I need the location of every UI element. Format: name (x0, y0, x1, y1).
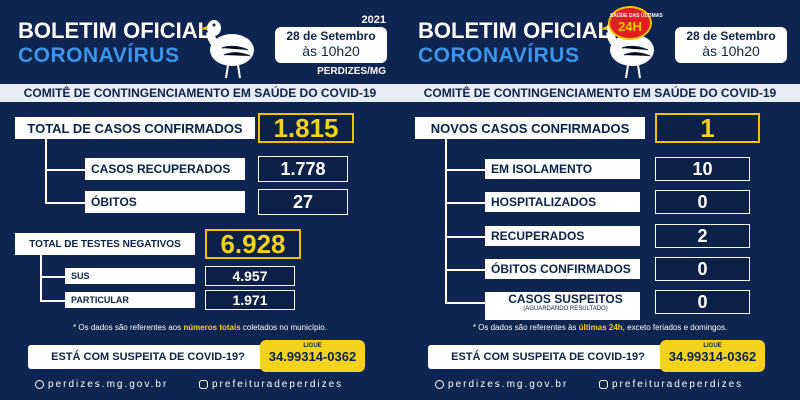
note: * Os dados são referentes aos números to… (0, 323, 400, 332)
item-label: ÓBITOS CONFIRMADOS (485, 259, 640, 279)
site: perdizes.mg.gov.br (448, 379, 569, 390)
item-value: 27 (258, 189, 348, 215)
connector (445, 269, 485, 271)
phone-box: LIGUE 34.99314-0362 (260, 340, 365, 372)
item-label: ÓBITOS (85, 191, 245, 213)
instagram-icon (199, 380, 208, 389)
item-value: 4.957 (205, 266, 295, 286)
site: perdizes.mg.gov.br (48, 379, 169, 390)
call: LIGUE (303, 343, 322, 349)
badge: SAÚDE DAS ÚLTIMAS 24H (608, 6, 663, 40)
subtitle: CORONAVÍRUS (418, 44, 580, 67)
item-label: EM ISOLAMENTO (485, 159, 640, 179)
group-label: TOTAL DE TESTES NEGATIVOS (15, 233, 195, 255)
item-value: 1.778 (258, 156, 348, 182)
logo-bird (200, 10, 260, 85)
date: 28 de Setembro (286, 29, 376, 43)
phone: 34.99314-0362 (668, 349, 757, 364)
item-label: RECUPERADOS (485, 226, 640, 246)
question: ESTÁ COM SUSPEITA DE COVID-19? (428, 345, 668, 369)
item-label: SUS (65, 268, 195, 284)
globe-icon (35, 380, 44, 389)
connector (445, 302, 485, 304)
note-text: últimas 24h (578, 323, 623, 332)
date-box: 28 de Setembro às 10h20 (275, 27, 387, 63)
connector (445, 139, 447, 302)
item-label: HOSPITALIZADOS (485, 192, 640, 212)
date: 28 de Setembro (686, 29, 776, 43)
connector (445, 202, 485, 204)
title: BOLETIM OFICIAL (418, 18, 612, 43)
item-label: PARTICULAR (65, 292, 195, 308)
note-text: * Os dados são referentes às (472, 323, 579, 332)
connector (445, 236, 485, 238)
subtitle: CORONAVÍRUS (18, 44, 180, 67)
group-value: 1 (655, 113, 760, 143)
year: 2021 (361, 14, 386, 26)
item-value: 1.971 (205, 290, 295, 310)
badge-small: SAÚDE DAS ÚLTIMAS (610, 13, 663, 19)
item-value: 0 (655, 290, 750, 314)
social: prefeituradeperdizes (612, 379, 744, 390)
call: LIGUE (703, 343, 722, 349)
question: ESTÁ COM SUSPEITA DE COVID-19? (28, 345, 268, 369)
time: às 10h20 (302, 43, 360, 59)
time: às 10h20 (702, 43, 760, 59)
group-value: 1.815 (258, 113, 354, 143)
group-label: TOTAL DE CASOS CONFIRMADOS (15, 117, 255, 139)
phone: 34.99314-0362 (268, 349, 357, 364)
note-text: coletados no município. (240, 323, 327, 332)
group-value: 6.928 (205, 229, 301, 259)
note: * Os dados são referentes às últimas 24h… (400, 323, 800, 332)
item-label: CASOS RECUPERADOS (85, 158, 245, 180)
item-value: 10 (655, 157, 750, 181)
globe-icon (435, 380, 444, 389)
item-value: 0 (655, 190, 750, 214)
note-text: , exceto feriados e domingos. (622, 323, 728, 332)
connector (45, 202, 85, 204)
title: BOLETIM OFICIAL (18, 18, 212, 43)
group-label: NOVOS CASOS CONFIRMADOS (415, 117, 645, 139)
connector (45, 169, 85, 171)
note-text: * Os dados são referentes aos (73, 323, 184, 332)
place: PERDIZES/MG (317, 66, 386, 77)
note-text: números totais (183, 323, 241, 332)
connector (40, 300, 65, 302)
connector (445, 169, 485, 171)
connector (40, 276, 65, 278)
item-value: 2 (655, 224, 750, 248)
item-label: CASOS SUSPEITOS (AGUARDANDO RESULTADO) (485, 292, 640, 320)
phone-box: LIGUE 34.99314-0362 (660, 340, 765, 372)
instagram-icon (599, 380, 608, 389)
item-sublabel: (AGUARDANDO RESULTADO) (523, 306, 608, 312)
badge-big: 24H (618, 19, 642, 34)
committee: COMITÊ DE CONTINGENCIAMENTO EM SAÚDE DO … (0, 84, 400, 102)
item-value: 0 (655, 257, 750, 281)
committee: COMITÊ DE CONTINGENCIAMENTO EM SAÚDE DO … (400, 84, 800, 102)
date-box: 28 de Setembro às 10h20 (675, 27, 787, 63)
social: prefeituradeperdizes (212, 379, 344, 390)
